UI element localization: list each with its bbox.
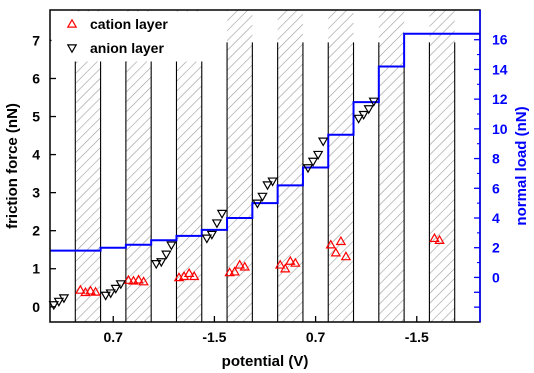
y2-tick-label: 0 xyxy=(492,269,500,285)
cation-layer-point xyxy=(85,285,96,295)
anion-layer-point xyxy=(317,137,329,147)
anion-legend-marker xyxy=(66,44,78,54)
cation-layer-point xyxy=(183,267,195,278)
cation-layer-point xyxy=(133,274,144,284)
anion-layer-point xyxy=(262,181,273,191)
anion-layer-point xyxy=(267,177,278,187)
anion-layer-point xyxy=(166,241,177,251)
cation-layer-point xyxy=(290,257,301,267)
cation-layer-point xyxy=(280,263,291,273)
anion-layer-point xyxy=(58,294,70,304)
normal-load-step-line xyxy=(50,32,480,252)
anion-layer-point xyxy=(358,110,369,121)
normal-load-series xyxy=(50,32,480,252)
y2-tick-label: 16 xyxy=(492,32,508,48)
anion-layer-point xyxy=(312,150,324,160)
y2-axis-title: normal load (nN) xyxy=(513,106,530,225)
y-tick-label: 3 xyxy=(32,185,40,201)
legend-label: cation layer xyxy=(90,16,168,32)
anion-layer-point xyxy=(151,260,162,270)
legend-background xyxy=(51,11,210,62)
anion-layer-point xyxy=(363,105,374,115)
cation-layer-point xyxy=(138,276,149,286)
cation-layer-point xyxy=(123,274,134,284)
y2-tick-label: 8 xyxy=(492,151,500,167)
anion-layer-point xyxy=(48,301,60,311)
cation-layer-point xyxy=(330,247,342,257)
y2-tick-label: 2 xyxy=(492,240,500,256)
shaded-band xyxy=(75,10,101,322)
y-tick-label: 0 xyxy=(32,299,40,315)
cation-layer-point xyxy=(274,259,286,269)
shaded-band xyxy=(125,10,152,322)
anion-layer-point xyxy=(105,289,116,299)
y-axis-title: friction force (nN) xyxy=(4,103,21,229)
anion-layer-point xyxy=(211,219,223,229)
cation-legend-marker xyxy=(66,18,78,28)
anion-layer-point xyxy=(100,291,111,301)
y-tick-label: 6 xyxy=(32,70,40,86)
cation-layer-point xyxy=(239,261,250,271)
y-tick-label: 2 xyxy=(32,223,40,239)
x-tick-label: -1.5 xyxy=(202,329,226,345)
y-tick-label: 4 xyxy=(32,147,40,163)
shaded-bands xyxy=(75,10,455,322)
anion-layer-point xyxy=(302,164,314,174)
x-tick-label: -1.5 xyxy=(405,329,429,345)
y2-tick-label: 6 xyxy=(492,180,500,196)
anion-layer-point xyxy=(307,157,319,167)
y2-tick-label: 12 xyxy=(492,91,508,107)
cation-layer-point xyxy=(335,235,347,246)
shaded-band xyxy=(277,10,303,322)
y-tick-label: 1 xyxy=(32,261,40,277)
shaded-band xyxy=(378,10,405,322)
cation-layer-point xyxy=(178,270,190,281)
anion-layer-point xyxy=(257,192,268,202)
anion-layer-point xyxy=(115,280,127,290)
cation-layer-point xyxy=(75,284,86,294)
y2-tick-label: 14 xyxy=(492,61,508,77)
anion-layer-point xyxy=(368,97,379,107)
anion-layer-point xyxy=(53,297,65,307)
cation-layer-point xyxy=(429,232,440,243)
y2-tick-label: 4 xyxy=(492,210,500,226)
anion-layer-point xyxy=(353,114,364,124)
x-tick-label: 0.7 xyxy=(104,329,124,345)
cation-layer-point xyxy=(285,255,296,265)
shaded-band xyxy=(328,10,354,322)
x-axis-title: potential (V) xyxy=(222,353,309,370)
cation-layer-point xyxy=(325,239,336,249)
cation-layer-point xyxy=(234,259,245,269)
shaded-band xyxy=(429,10,455,322)
y-tick-label: 5 xyxy=(32,109,40,125)
anion-layer-point xyxy=(201,234,213,244)
legend-label: anion layer xyxy=(90,40,164,56)
anion-layer-point xyxy=(161,250,172,260)
right-axis-ticks: 0 2 4 6 8 10 12 14 16 xyxy=(474,32,508,308)
anion-layer-point xyxy=(206,230,218,240)
x-tick-label: 0.7 xyxy=(306,329,326,345)
left-axis-ticks: 0 1 2 3 4 5 6 7 xyxy=(32,32,56,315)
y2-tick-label: 10 xyxy=(492,121,508,137)
cation-layer-point xyxy=(229,266,240,276)
x-axis-ticks: 0.7 -1.5 0.7 -1.5 xyxy=(104,316,429,345)
anion-layer-point xyxy=(252,199,263,209)
anion-layer-point xyxy=(216,209,228,219)
cation-layer-point xyxy=(188,270,200,281)
y-tick-label: 7 xyxy=(32,32,40,48)
scatter-points xyxy=(48,97,445,311)
anion-layer-point xyxy=(110,284,121,294)
cation-layer-point xyxy=(434,234,445,244)
legend: cation layer anion layer xyxy=(51,11,210,62)
anion-layer-point xyxy=(156,258,167,268)
cation-layer-point xyxy=(90,286,101,296)
cation-layer-point xyxy=(340,251,352,261)
